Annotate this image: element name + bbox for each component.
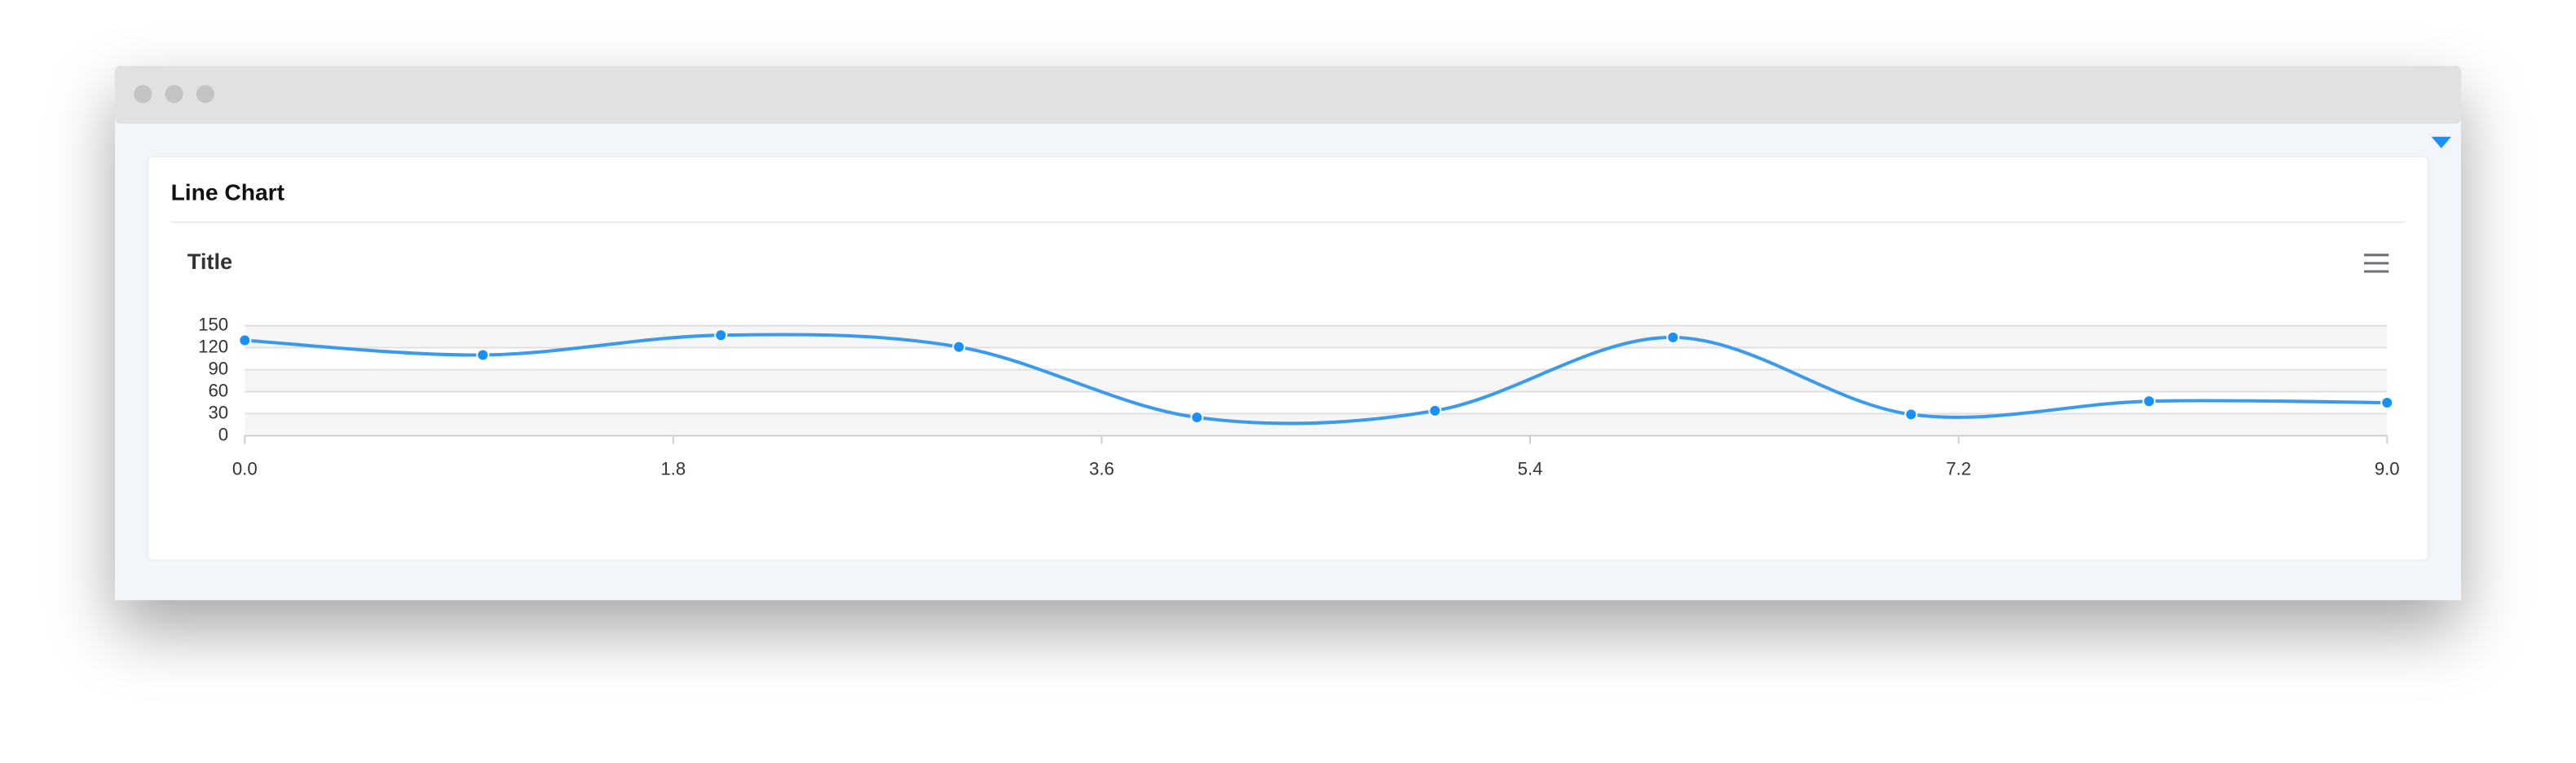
point	[1904, 408, 1918, 421]
x-tick-label: 9.0	[2375, 459, 2400, 479]
card-title: Line Chart	[171, 179, 285, 205]
line	[245, 333, 2388, 426]
grid-band	[245, 413, 2388, 436]
y-tick-label: 0	[218, 424, 228, 444]
x-tick-label: 3.6	[1089, 459, 1114, 479]
dropdown-toggle[interactable]	[2431, 136, 2451, 148]
title-bar	[115, 66, 2461, 124]
window-button[interactable]	[165, 85, 183, 104]
point	[2380, 395, 2394, 410]
point	[238, 333, 252, 347]
y-tick-label: 150	[198, 314, 228, 334]
x-tick-label: 7.2	[1946, 459, 1971, 479]
x-tick-label: 1.8	[660, 459, 686, 479]
window-button[interactable]	[134, 85, 152, 104]
grid-band	[245, 369, 2388, 392]
y-tick-label: 90	[208, 358, 228, 378]
grid-band	[245, 347, 2388, 370]
point	[1428, 404, 1442, 417]
x-tick-label: 0.0	[232, 459, 258, 479]
menu-icon[interactable]	[2364, 254, 2389, 273]
point	[476, 348, 490, 362]
grid-band	[245, 391, 2388, 414]
point	[1190, 410, 1204, 425]
window-button[interactable]	[196, 85, 214, 104]
grid-band	[245, 325, 2388, 348]
y-tick-label: 120	[198, 336, 228, 356]
chart-title: Title	[187, 249, 232, 274]
point	[714, 329, 728, 342]
y-tick-label: 60	[208, 380, 228, 400]
point	[2142, 395, 2156, 408]
y-tick-label: 30	[208, 402, 228, 422]
x-tick-label: 5.4	[1518, 459, 1543, 479]
point	[952, 340, 966, 354]
point	[1666, 330, 1680, 344]
